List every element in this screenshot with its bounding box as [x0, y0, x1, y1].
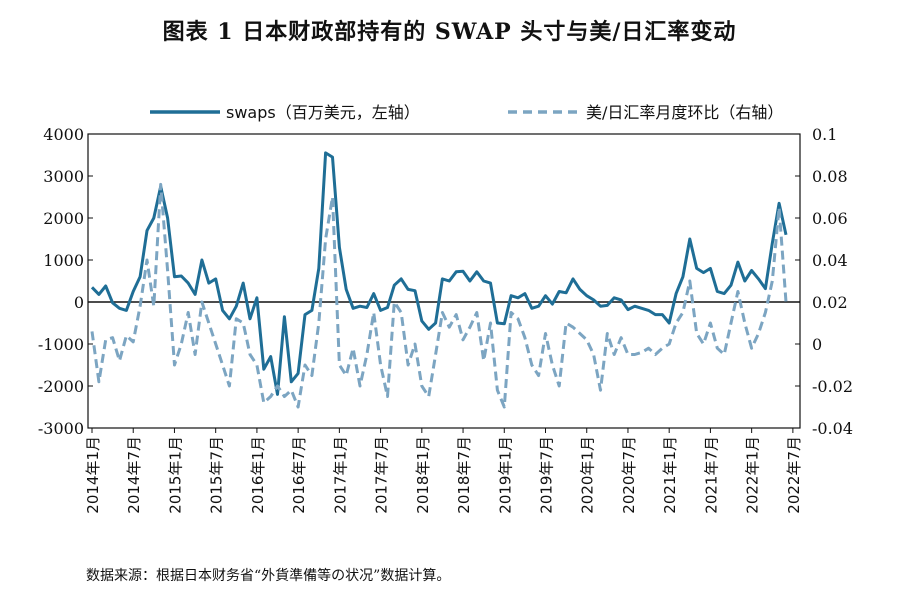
x-tick-label: 2019年7月: [538, 436, 556, 514]
x-tick-label: 2017年1月: [331, 436, 349, 514]
y-right-tick-label: 0.1: [812, 125, 837, 144]
y-right-tick-label: -0.02: [812, 377, 853, 396]
y-right-tick-label: 0: [812, 335, 822, 354]
chart-title: 图表 1 日本财政部持有的 SWAP 头寸与美/日汇率变动: [162, 19, 737, 45]
y-right-tick-label: 0.08: [812, 167, 848, 186]
y-left-tick-label: -3000: [38, 419, 84, 438]
x-tick-label: 2018年7月: [455, 436, 473, 514]
x-tick-label: 2016年7月: [290, 436, 308, 514]
y-left-tick-label: -2000: [38, 377, 84, 396]
x-tick-label: 2017年7月: [373, 436, 391, 514]
x-tick-label: 2019年1月: [496, 436, 514, 514]
series-swaps-line: [90, 151, 788, 396]
axes-layer: -3000 -2000 -1000 0 1000 2000 3000 4000 -0.04 -0.…: [38, 125, 853, 514]
y-left-tick-label: 4000: [43, 125, 84, 144]
y-left-tick-label: 1000: [43, 251, 84, 270]
x-tick-label: 2020年7月: [620, 436, 638, 514]
x-tick-label: 2022年7月: [785, 436, 803, 514]
y-left-tick-label: 0: [74, 293, 84, 312]
x-tick-label: 2021年1月: [661, 436, 679, 514]
y-right-tick-label: 0.04: [812, 251, 848, 270]
legend-fx-label: 美/日汇率月度环比（右轴）: [586, 103, 783, 122]
x-tick-label: 2018年1月: [414, 436, 432, 514]
legend-swaps-label: swaps（百万美元，左轴）: [226, 103, 420, 122]
series-layer: [90, 151, 788, 409]
x-tick-label: 2015年7月: [208, 436, 226, 514]
y-left-tick-label: 3000: [43, 167, 84, 186]
x-tick-label: 2015年1月: [166, 436, 184, 514]
x-tick-label: 2014年7月: [125, 436, 143, 514]
x-tick-label: 2021年7月: [702, 436, 720, 514]
y-left-tick-label: -1000: [38, 335, 84, 354]
y-right-tick-label: -0.04: [812, 419, 853, 438]
y-right-tick-label: 0.06: [812, 209, 848, 228]
x-tick-label: 2022年1月: [744, 436, 762, 514]
legend: swaps（百万美元，左轴） 美/日汇率月度环比（右轴）: [150, 103, 783, 122]
x-tick-label: 2020年1月: [579, 436, 597, 514]
x-tick-label: 2016年1月: [249, 436, 267, 514]
series-fx-line: [90, 182, 788, 409]
plot-frame: [87, 133, 801, 429]
y-right-tick-label: 0.02: [812, 293, 848, 312]
source-note: 数据来源：根据日本财务省“外貨準備等の状况”数据计算。: [86, 568, 451, 584]
y-left-tick-label: 2000: [43, 209, 84, 228]
x-tick-label: 2014年1月: [84, 436, 102, 514]
